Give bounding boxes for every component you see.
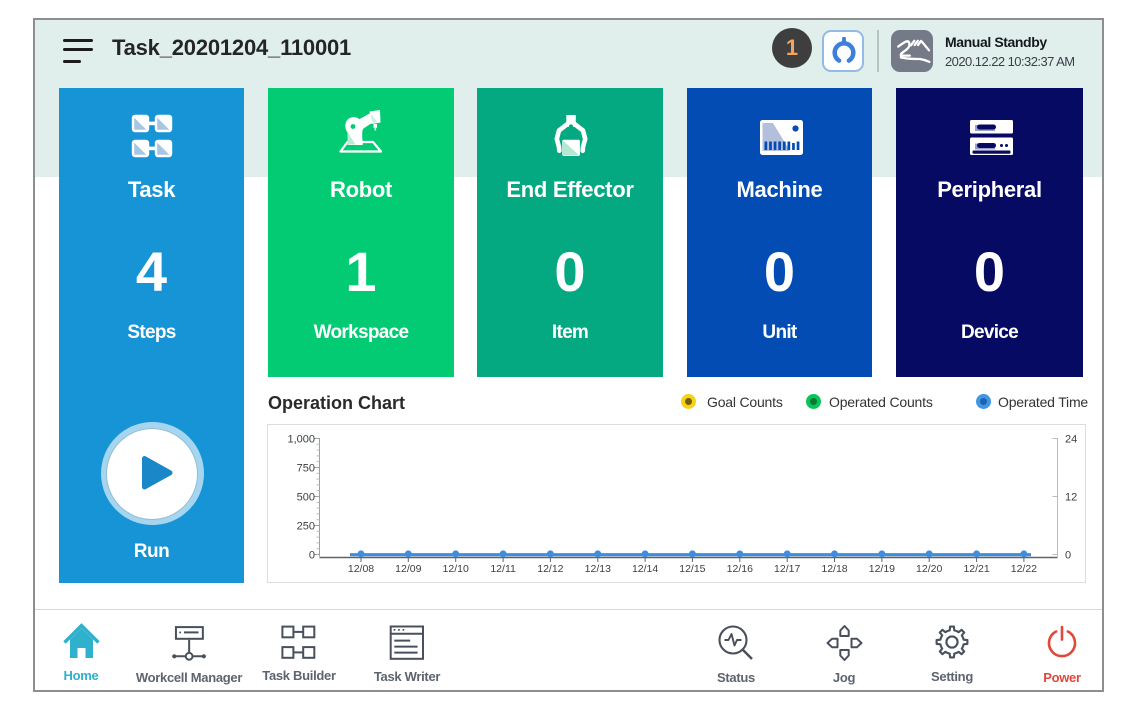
svg-text:12/13: 12/13: [585, 563, 611, 575]
svg-text:0: 0: [1065, 550, 1071, 562]
svg-text:12/14: 12/14: [632, 563, 658, 575]
svg-text:12/16: 12/16: [727, 563, 753, 575]
svg-text:500: 500: [297, 492, 315, 504]
svg-text:12/22: 12/22: [1011, 563, 1037, 575]
svg-text:750: 750: [297, 463, 315, 475]
svg-text:12/10: 12/10: [443, 563, 469, 575]
svg-text:12/09: 12/09: [395, 563, 421, 575]
svg-text:12/21: 12/21: [963, 563, 989, 575]
svg-text:24: 24: [1065, 434, 1077, 446]
svg-text:12: 12: [1065, 492, 1077, 504]
svg-text:1,000: 1,000: [287, 434, 315, 446]
svg-text:12/15: 12/15: [679, 563, 705, 575]
svg-text:0: 0: [309, 550, 315, 562]
svg-text:12/08: 12/08: [348, 563, 374, 575]
svg-text:12/18: 12/18: [821, 563, 847, 575]
svg-text:12/20: 12/20: [916, 563, 942, 575]
svg-text:12/17: 12/17: [774, 563, 800, 575]
svg-text:12/12: 12/12: [537, 563, 563, 575]
svg-text:250: 250: [297, 521, 315, 533]
svg-text:12/19: 12/19: [869, 563, 895, 575]
svg-text:12/11: 12/11: [490, 563, 516, 575]
